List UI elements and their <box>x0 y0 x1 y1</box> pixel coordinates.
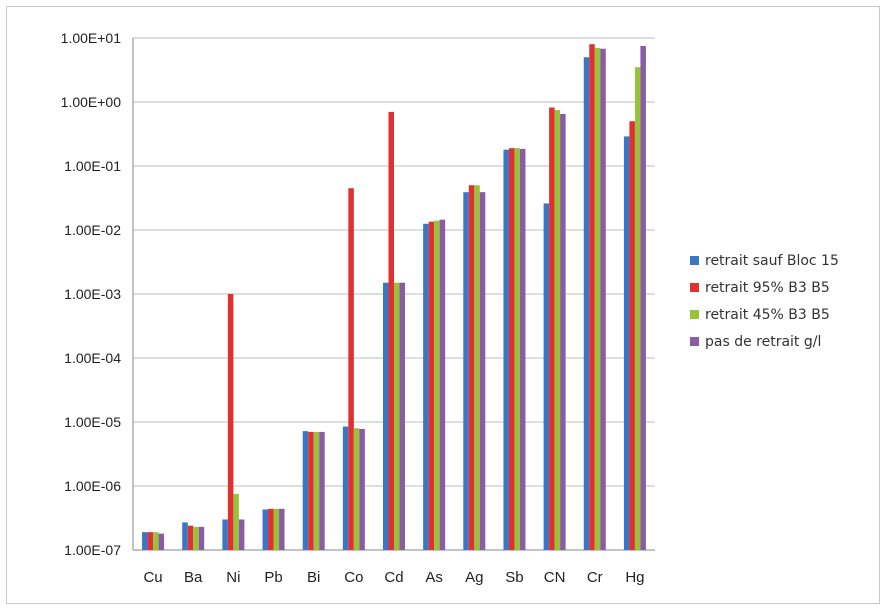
y-tick-label: 1.00E-01 <box>64 158 121 174</box>
bar <box>629 121 635 550</box>
legend-item: pas de retrait g/l <box>690 328 839 355</box>
legend-item: retrait sauf Bloc 15 <box>690 247 839 274</box>
legend-label: retrait 45% B3 B5 <box>705 306 830 323</box>
bar <box>594 47 601 550</box>
x-tick-label: Cd <box>384 569 403 586</box>
bar <box>359 428 365 550</box>
bar <box>153 532 159 550</box>
bar <box>233 493 239 550</box>
legend-item: retrait 45% B3 B5 <box>690 301 839 328</box>
bar <box>589 44 595 550</box>
legend-swatch <box>690 283 699 292</box>
bar <box>474 185 480 550</box>
bar <box>543 203 550 550</box>
bar <box>560 113 566 551</box>
x-tick-label: Pb <box>264 569 282 586</box>
bar <box>583 57 590 550</box>
bar <box>503 149 509 550</box>
legend-label: retrait 95% B3 B5 <box>705 279 830 296</box>
bar <box>142 532 148 550</box>
bar <box>554 109 561 550</box>
bar <box>468 185 475 550</box>
legend: retrait sauf Bloc 15 retrait 95% B3 B5 r… <box>690 247 839 355</box>
bar <box>302 431 309 550</box>
y-tick-label: 1.00E-05 <box>64 414 121 430</box>
bar <box>319 431 325 550</box>
legend-swatch <box>690 337 699 346</box>
x-tick-label: As <box>425 569 443 586</box>
bar <box>439 219 446 550</box>
bar <box>434 220 440 550</box>
x-tick-label: CN <box>544 569 566 586</box>
bar <box>519 148 526 551</box>
bar <box>383 282 389 550</box>
bar <box>222 519 228 550</box>
x-tick-label: Ag <box>465 569 483 586</box>
bar <box>158 533 165 550</box>
legend-swatch <box>690 256 699 265</box>
bar <box>640 45 646 550</box>
bar <box>198 526 205 550</box>
bar <box>268 508 274 550</box>
x-tick-label: Bi <box>307 569 320 586</box>
bar <box>623 136 630 550</box>
bar <box>463 192 469 550</box>
bar <box>479 192 486 550</box>
x-tick-label: Ni <box>226 569 240 586</box>
bar <box>342 426 349 550</box>
x-tick-label: Sb <box>505 569 523 586</box>
bar <box>182 522 188 550</box>
bar <box>428 221 435 551</box>
bar <box>508 148 515 550</box>
bar <box>514 148 520 550</box>
bar <box>193 526 199 550</box>
y-tick-label: 1.00E-04 <box>64 350 121 366</box>
x-tick-label: Ba <box>184 569 203 586</box>
x-tick-label: Hg <box>625 569 644 586</box>
bar <box>600 48 606 551</box>
bar <box>353 428 360 550</box>
bar <box>399 282 405 550</box>
bar <box>187 525 194 550</box>
x-tick-label: Cr <box>587 569 603 586</box>
bar <box>634 67 641 551</box>
bar <box>147 532 154 550</box>
x-tick-label: Cu <box>143 569 162 586</box>
legend-item: retrait 95% B3 B5 <box>690 274 839 301</box>
bar <box>262 509 269 550</box>
bar <box>423 223 429 550</box>
y-tick-label: 1.00E-06 <box>64 478 121 494</box>
y-tick-label: 1.00E+00 <box>61 94 122 110</box>
y-tick-label: 1.00E-07 <box>64 542 121 558</box>
bar <box>227 294 234 550</box>
bar <box>308 431 314 550</box>
bar <box>549 107 555 550</box>
y-tick-label: 1.00E+01 <box>61 30 122 46</box>
legend-label: pas de retrait g/l <box>705 333 822 350</box>
bar <box>348 188 354 550</box>
bar <box>388 111 394 550</box>
legend-label: retrait sauf Bloc 15 <box>705 252 839 269</box>
legend-swatch <box>690 310 699 319</box>
bar <box>394 282 400 550</box>
bar <box>279 508 285 550</box>
bar <box>313 431 320 550</box>
bar <box>238 519 245 550</box>
y-tick-label: 1.00E-02 <box>64 222 121 238</box>
x-tick-label: Co <box>344 569 363 586</box>
bar <box>273 508 280 550</box>
y-tick-label: 1.00E-03 <box>64 286 121 302</box>
